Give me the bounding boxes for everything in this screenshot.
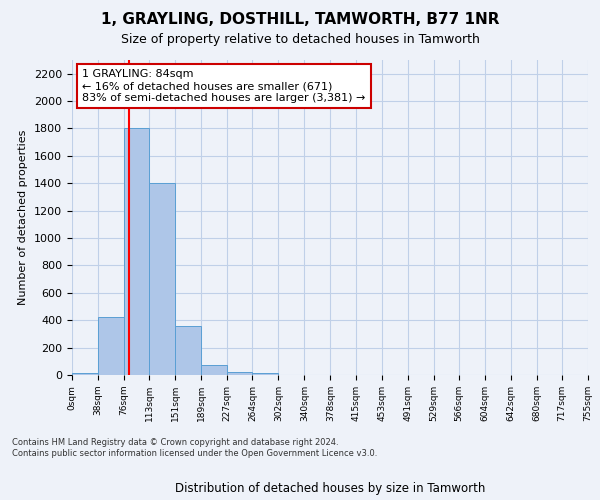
Bar — [149, 184, 175, 375]
Bar — [253, 373, 278, 375]
Bar — [98, 318, 124, 375]
Bar — [227, 372, 253, 375]
Text: 1, GRAYLING, DOSTHILL, TAMWORTH, B77 1NR: 1, GRAYLING, DOSTHILL, TAMWORTH, B77 1NR — [101, 12, 499, 28]
Text: 1 GRAYLING: 84sqm
← 16% of detached houses are smaller (671)
83% of semi-detache: 1 GRAYLING: 84sqm ← 16% of detached hous… — [82, 70, 365, 102]
Y-axis label: Number of detached properties: Number of detached properties — [19, 130, 28, 305]
Bar — [124, 128, 149, 375]
Bar — [201, 364, 227, 375]
Text: Distribution of detached houses by size in Tamworth: Distribution of detached houses by size … — [175, 482, 485, 495]
Text: Contains HM Land Registry data © Crown copyright and database right 2024.
Contai: Contains HM Land Registry data © Crown c… — [12, 438, 377, 458]
Text: Size of property relative to detached houses in Tamworth: Size of property relative to detached ho… — [121, 32, 479, 46]
Bar — [72, 373, 98, 375]
Bar — [175, 326, 201, 375]
